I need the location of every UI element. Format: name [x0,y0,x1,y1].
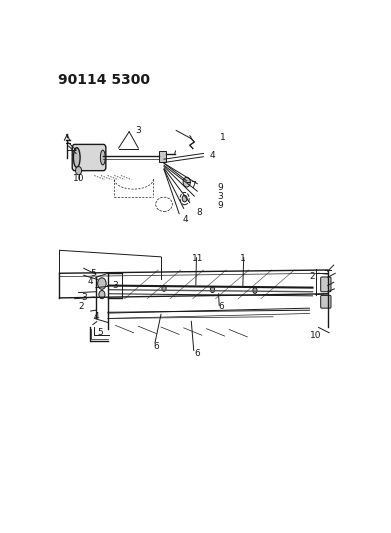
Text: 6: 6 [194,349,200,358]
Text: 9: 9 [217,183,223,191]
Text: 4: 4 [94,312,100,321]
Text: 6: 6 [154,342,159,351]
Circle shape [75,166,82,175]
Ellipse shape [100,150,105,165]
Text: 5: 5 [97,328,103,337]
Ellipse shape [74,148,80,167]
Text: 10: 10 [310,331,322,340]
Text: 90114 5300: 90114 5300 [58,73,150,87]
FancyBboxPatch shape [321,277,331,292]
Text: 3: 3 [135,126,141,135]
Circle shape [99,290,105,298]
Text: 7: 7 [190,181,196,190]
Text: 4: 4 [210,150,215,159]
Text: 9: 9 [217,201,223,210]
Circle shape [210,287,215,293]
Text: 2: 2 [310,272,315,281]
Circle shape [162,286,166,292]
Circle shape [253,288,257,293]
Text: 1: 1 [220,133,226,142]
Text: 10: 10 [74,174,85,183]
Circle shape [98,278,106,289]
Text: 3: 3 [112,281,118,290]
FancyBboxPatch shape [321,295,331,308]
FancyBboxPatch shape [159,151,167,161]
FancyBboxPatch shape [72,144,106,171]
Circle shape [183,177,190,187]
Text: 4: 4 [88,277,93,286]
Text: 6: 6 [219,302,224,311]
Text: 1: 1 [240,254,246,263]
Text: 11: 11 [192,254,203,263]
Text: 4: 4 [183,215,188,224]
Circle shape [182,195,187,202]
Text: 3: 3 [217,192,223,201]
Text: 3: 3 [82,293,88,302]
Text: 5: 5 [90,269,96,278]
Text: 8: 8 [196,208,202,217]
Text: 2: 2 [78,302,84,311]
